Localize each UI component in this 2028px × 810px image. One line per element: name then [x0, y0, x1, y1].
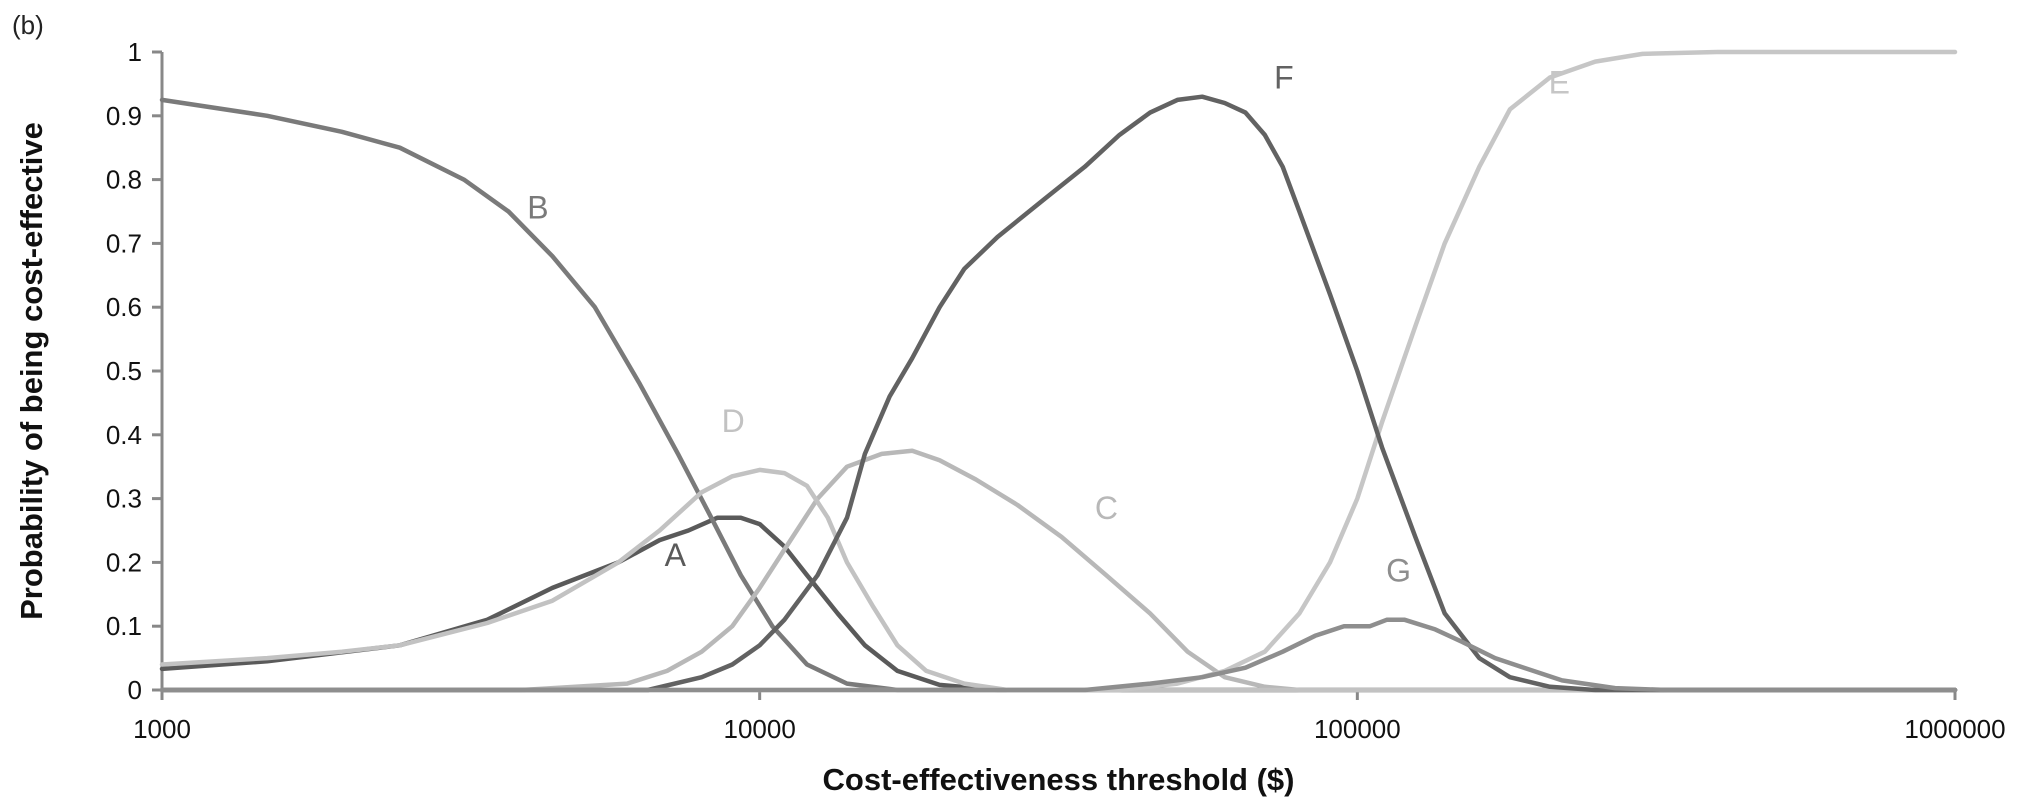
y-tick-label: 1	[128, 37, 142, 67]
y-tick-label: 0.9	[106, 101, 142, 131]
series-label-a: A	[665, 537, 687, 573]
series-line-f	[159, 94, 1958, 693]
series-label-d: D	[722, 403, 745, 439]
series-label-e: E	[1549, 64, 1570, 100]
series-lines	[159, 49, 1958, 693]
y-tick-label: 0.3	[106, 484, 142, 514]
y-tick-label: 0.8	[106, 165, 142, 195]
y-tick-label: 0.7	[106, 228, 142, 258]
series-line-e	[159, 49, 1958, 693]
y-tick-label: 0.4	[106, 420, 142, 450]
x-axis-title: Cost-effectiveness threshold ($)	[823, 762, 1295, 797]
series-line-d	[159, 467, 1958, 693]
y-axis-title: Probability of being cost-effective	[14, 122, 49, 620]
y-ticks: 0 0.1 0.2 0.3 0.4 0.5 0.6 0.7 0.8 0.9 1	[106, 37, 162, 705]
series-label-g: G	[1386, 553, 1411, 589]
x-tick-label: 100000	[1314, 714, 1401, 744]
series-line-c	[159, 448, 1958, 693]
series-line-g	[159, 617, 1958, 693]
x-ticks: 1000 10000 100000 1000000	[133, 690, 2006, 744]
x-tick-label: 10000	[724, 714, 796, 744]
series-line-b	[159, 97, 1958, 693]
series-label-c: C	[1095, 490, 1118, 526]
series-line-a	[159, 515, 1958, 693]
x-tick-label: 1000	[133, 714, 191, 744]
x-tick-label: 1000000	[1904, 714, 2005, 744]
y-tick-label: 0.6	[106, 292, 142, 322]
y-tick-label: 0.5	[106, 356, 142, 386]
series-labels: A B C D E F G	[527, 60, 1570, 589]
y-tick-label: 0.2	[106, 547, 142, 577]
series-label-f: F	[1274, 60, 1294, 96]
y-tick-label: 0.1	[106, 611, 142, 641]
panel-label: (b)	[12, 10, 44, 40]
series-label-b: B	[527, 189, 548, 225]
y-tick-label: 0	[128, 675, 142, 705]
